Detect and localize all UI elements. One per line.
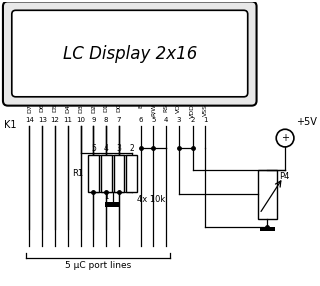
Text: 3: 3: [116, 144, 121, 153]
Text: 5: 5: [91, 144, 96, 153]
Text: 14: 14: [25, 118, 34, 124]
Text: RS: RS: [164, 104, 169, 112]
Text: 3: 3: [177, 118, 181, 124]
Text: D6: D6: [40, 104, 45, 112]
Text: D7: D7: [27, 104, 32, 113]
Bar: [114, 155, 124, 192]
Text: R1: R1: [72, 169, 84, 178]
Text: 7: 7: [117, 118, 121, 124]
Text: LC Display 2x16: LC Display 2x16: [63, 45, 197, 63]
Text: D2: D2: [91, 104, 96, 113]
Text: +: +: [281, 133, 289, 143]
Text: VDD: VDD: [190, 104, 195, 118]
Text: 5 μC port lines: 5 μC port lines: [65, 261, 131, 270]
Bar: [258, 170, 277, 219]
Bar: [105, 202, 120, 207]
Text: 2: 2: [129, 144, 134, 153]
Text: D4: D4: [65, 104, 70, 113]
Text: D5: D5: [52, 104, 58, 112]
Text: 1: 1: [104, 194, 108, 200]
Text: 4: 4: [164, 118, 168, 124]
Text: P4: P4: [279, 172, 290, 182]
Text: 1: 1: [203, 118, 208, 124]
Bar: [260, 227, 275, 231]
FancyBboxPatch shape: [3, 1, 257, 106]
FancyBboxPatch shape: [12, 10, 248, 97]
Text: D0: D0: [116, 104, 122, 112]
Text: D3: D3: [78, 104, 83, 113]
Text: 10: 10: [76, 118, 85, 124]
Text: 6: 6: [138, 118, 143, 124]
Text: R/W: R/W: [151, 104, 156, 116]
Bar: [101, 155, 112, 192]
Text: 12: 12: [51, 118, 60, 124]
Text: 5: 5: [151, 118, 156, 124]
Text: E: E: [138, 104, 143, 108]
Text: 8: 8: [104, 118, 108, 124]
Bar: [88, 155, 99, 192]
Text: +5V: +5V: [296, 117, 317, 127]
Text: 2: 2: [190, 118, 195, 124]
Text: 4x 10k: 4x 10k: [137, 195, 165, 204]
Bar: [126, 155, 137, 192]
Text: 11: 11: [63, 118, 72, 124]
Text: VO: VO: [176, 104, 181, 113]
Text: K1: K1: [4, 120, 16, 130]
Text: VSS: VSS: [203, 104, 208, 116]
Text: 9: 9: [91, 118, 96, 124]
Text: D1: D1: [104, 104, 109, 112]
Text: 13: 13: [38, 118, 47, 124]
Text: 4: 4: [104, 144, 108, 153]
